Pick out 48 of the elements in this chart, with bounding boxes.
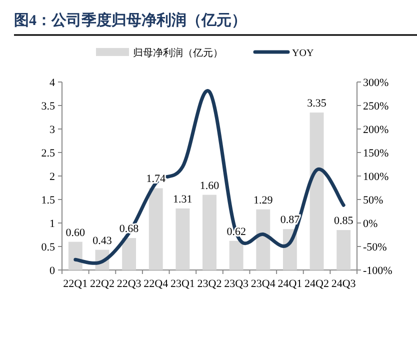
x-tick-label: 23Q3 xyxy=(224,278,250,290)
x-tick-label: 24Q3 xyxy=(331,278,356,290)
y-tick-label: 0 xyxy=(50,265,56,277)
x-tick-label: 24Q1 xyxy=(278,278,302,290)
bar xyxy=(256,209,270,270)
y2-tick-label: 250% xyxy=(363,100,389,112)
legend-label: YOY xyxy=(292,48,314,59)
y2-tick-label: 50% xyxy=(363,194,384,206)
y2-tick-label: 100% xyxy=(363,171,389,183)
x-tick-label: 23Q1 xyxy=(170,278,195,290)
y2-tick-label: 300% xyxy=(363,77,389,89)
y-tick-label: 1 xyxy=(50,218,55,230)
y2-tick-label: -100% xyxy=(363,265,392,277)
x-tick-label: 22Q2 xyxy=(90,278,114,290)
y2-tick-label: 200% xyxy=(363,124,389,136)
bar xyxy=(68,242,82,270)
data-label: 0.85 xyxy=(334,215,354,228)
y-tick-label: 4 xyxy=(50,77,56,89)
y-tick-label: 1.5 xyxy=(41,194,56,206)
bar xyxy=(122,238,136,270)
bar xyxy=(229,240,244,270)
data-label: 3.35 xyxy=(307,98,327,110)
y2-tick-label: -50% xyxy=(363,242,387,254)
chart-title: 图4：公司季度归母净利润（亿元） xyxy=(14,11,246,29)
data-label: 1.60 xyxy=(200,180,220,192)
bar xyxy=(336,230,351,270)
x-tick-label: 22Q3 xyxy=(116,278,142,290)
y2-tick-label: 150% xyxy=(363,148,389,160)
y-tick-label: 2.5 xyxy=(41,148,56,160)
y-tick-label: 2 xyxy=(50,171,55,183)
data-label: 0.60 xyxy=(66,226,86,239)
y2-tick-label: 0% xyxy=(363,218,378,230)
legend-label: 归母净利润（亿元） xyxy=(133,47,223,59)
x-tick-label: 23Q4 xyxy=(250,278,276,290)
x-tick-label: 22Q1 xyxy=(63,278,88,290)
x-tick-label: 23Q2 xyxy=(197,278,222,290)
bar xyxy=(310,112,324,270)
x-tick-label: 22Q4 xyxy=(144,278,169,290)
bar xyxy=(202,194,216,270)
data-label: 1.31 xyxy=(173,193,192,206)
x-tick-label: 24Q2 xyxy=(304,278,329,290)
data-label: 0.43 xyxy=(92,234,112,247)
data-label: 1.29 xyxy=(254,194,274,206)
y-tick-label: 0.5 xyxy=(41,242,56,254)
y-tick-label: 3 xyxy=(50,124,56,136)
bar xyxy=(176,208,190,270)
bar xyxy=(148,188,163,270)
y-tick-label: 3.5 xyxy=(41,100,56,112)
